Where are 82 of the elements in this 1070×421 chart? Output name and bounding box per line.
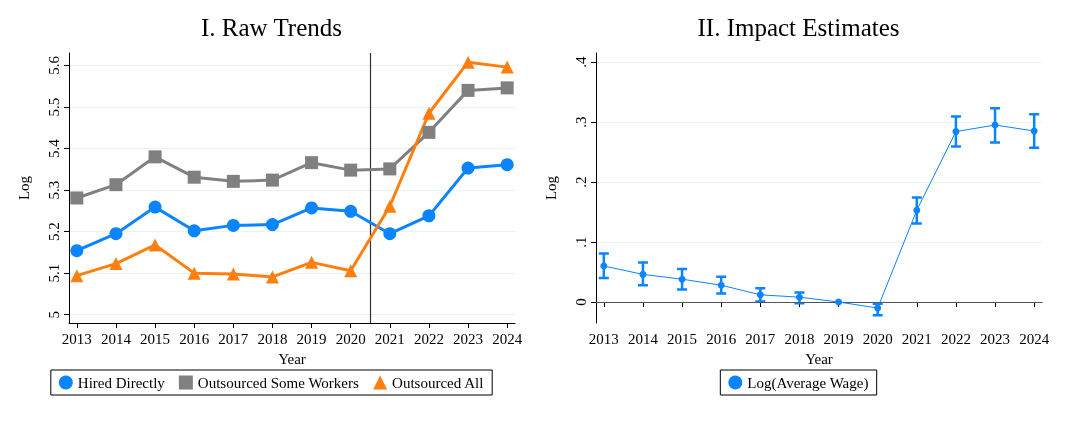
x-tick-label: 2014 xyxy=(627,330,659,347)
point xyxy=(500,158,514,172)
y-tick-label: 5.1 xyxy=(45,263,62,283)
x-tick-label: 2018 xyxy=(257,330,288,347)
point xyxy=(265,218,279,232)
point xyxy=(422,125,436,139)
point xyxy=(109,257,123,271)
x-tick-label: 2019 xyxy=(296,330,327,347)
point xyxy=(461,83,475,97)
x-tick-label: 2013 xyxy=(588,330,619,347)
x-tick-label: 2020 xyxy=(862,330,893,347)
point xyxy=(109,178,123,192)
y-tick-label: .2 xyxy=(572,176,589,188)
x-tick-label: 2015 xyxy=(140,330,171,347)
point xyxy=(226,267,240,281)
legend-label: Outsourced All xyxy=(392,374,484,391)
point xyxy=(70,269,84,283)
y-tick-label: .4 xyxy=(572,55,589,68)
x-tick-label: 2023 xyxy=(980,330,1011,347)
y-tick-label: 5.5 xyxy=(45,97,62,117)
point xyxy=(500,60,514,74)
point xyxy=(422,106,436,120)
point xyxy=(187,224,201,238)
chart-title: I. Raw Trends xyxy=(201,14,342,41)
y-tick-label: .3 xyxy=(572,116,589,128)
point xyxy=(344,163,358,177)
point xyxy=(148,150,162,164)
x-tick-label: 2017 xyxy=(745,330,776,347)
x-axis-title: Year xyxy=(805,350,833,367)
x-tick-label: 2024 xyxy=(1019,330,1050,347)
point xyxy=(461,55,475,69)
x-tick-label: 2021 xyxy=(901,330,932,347)
point xyxy=(305,201,319,215)
x-tick-label: 2021 xyxy=(374,330,405,347)
point xyxy=(500,81,514,95)
point xyxy=(70,191,84,205)
x-tick-label: 2014 xyxy=(100,330,132,347)
x-axis-title: Year xyxy=(278,350,306,367)
point xyxy=(461,161,475,175)
x-tick-label: 2013 xyxy=(61,330,92,347)
x-tick-label: 2019 xyxy=(823,330,854,347)
legend-label: Log(Average Wage) xyxy=(747,374,869,392)
y-tick-label: 5.6 xyxy=(45,55,62,75)
y-tick-label: 5.4 xyxy=(45,138,62,158)
y-tick-label: 5.3 xyxy=(45,180,62,200)
x-tick-label: 2018 xyxy=(784,330,815,347)
point xyxy=(187,170,201,184)
point xyxy=(226,218,240,232)
point xyxy=(344,204,358,218)
x-tick-label: 2015 xyxy=(667,330,698,347)
point xyxy=(187,266,201,280)
point xyxy=(344,264,358,278)
x-tick-label: 2023 xyxy=(453,330,484,347)
y-axis-title: Log xyxy=(542,175,559,201)
point xyxy=(383,199,397,213)
x-tick-label: 2016 xyxy=(179,330,210,347)
x-tick-label: 2017 xyxy=(218,330,249,347)
point xyxy=(226,174,240,188)
point xyxy=(305,255,319,269)
y-tick-label: 0 xyxy=(572,298,589,306)
x-tick-label: 2022 xyxy=(413,330,444,347)
point xyxy=(109,227,123,241)
x-tick-label: 2020 xyxy=(335,330,366,347)
y-tick-label: 5.2 xyxy=(45,222,62,241)
point xyxy=(422,209,436,223)
point xyxy=(383,227,397,241)
chart-title: II. Impact Estimates xyxy=(697,14,900,41)
y-axis-title: Log xyxy=(15,175,32,201)
point xyxy=(383,162,397,176)
x-tick-label: 2022 xyxy=(940,330,971,347)
y-tick-label: .1 xyxy=(572,236,589,248)
x-tick-label: 2016 xyxy=(706,330,737,347)
point xyxy=(148,238,162,252)
legend-label: Outsourced Some Workers xyxy=(197,374,360,391)
point xyxy=(305,156,319,170)
point xyxy=(70,244,84,258)
point xyxy=(148,200,162,214)
point xyxy=(265,173,279,187)
point xyxy=(265,270,279,284)
legend-label: Hired Directly xyxy=(77,374,166,391)
y-tick-label: 5 xyxy=(45,310,62,319)
x-tick-label: 2024 xyxy=(492,330,523,347)
